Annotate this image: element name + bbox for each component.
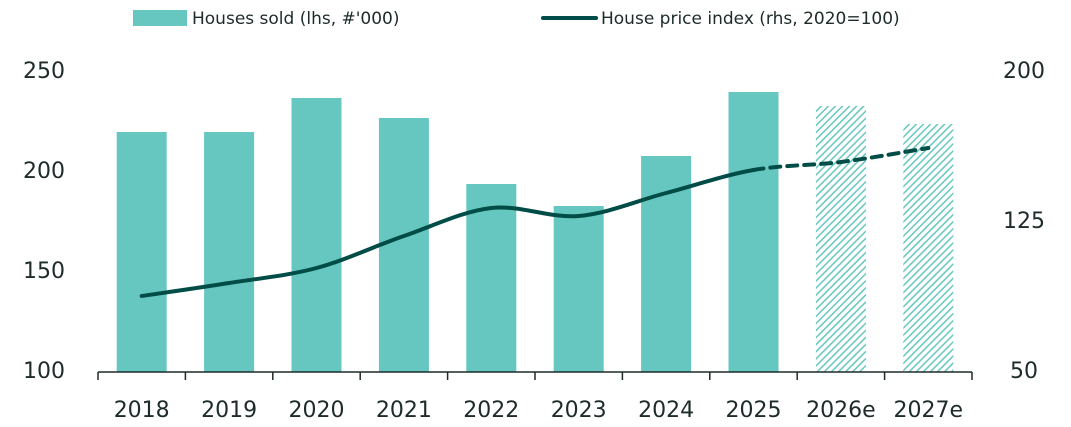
legend-label: Houses sold (lhs, #'000) (192, 9, 400, 29)
line (139, 168, 756, 298)
bar (291, 98, 342, 372)
x-tick-label: 2021 (376, 398, 432, 423)
y-tick-label: 200 (23, 159, 65, 184)
y2-tick-label: 50 (1010, 359, 1038, 384)
bar (116, 132, 167, 372)
x-tick-label: 2025 (726, 398, 782, 423)
x-tick-label: 2018 (114, 398, 170, 423)
bar (204, 132, 255, 372)
y-tick-label: 100 (23, 359, 65, 384)
x-tick-label: 2027e (894, 398, 964, 423)
bar (903, 124, 954, 372)
x-tick-label: 2026e (806, 398, 876, 423)
bar (378, 118, 429, 372)
y2-tick-label: 200 (1003, 59, 1045, 84)
y-tick-label: 150 (23, 259, 65, 284)
legend-label: House price index (rhs, 2020=100) (601, 9, 900, 29)
legend-swatch (133, 10, 187, 26)
y2-tick-label: 125 (1003, 209, 1045, 234)
bar (466, 184, 517, 372)
y-tick-label: 250 (23, 59, 65, 84)
bar (815, 106, 866, 372)
bar (728, 92, 779, 372)
x-tick-label: 2023 (551, 398, 607, 423)
line (751, 146, 931, 172)
x-tick-label: 2020 (289, 398, 345, 423)
x-tick-label: 2024 (638, 398, 694, 423)
x-tick-label: 2022 (463, 398, 519, 423)
bar (553, 206, 604, 372)
x-tick-label: 2019 (201, 398, 257, 423)
